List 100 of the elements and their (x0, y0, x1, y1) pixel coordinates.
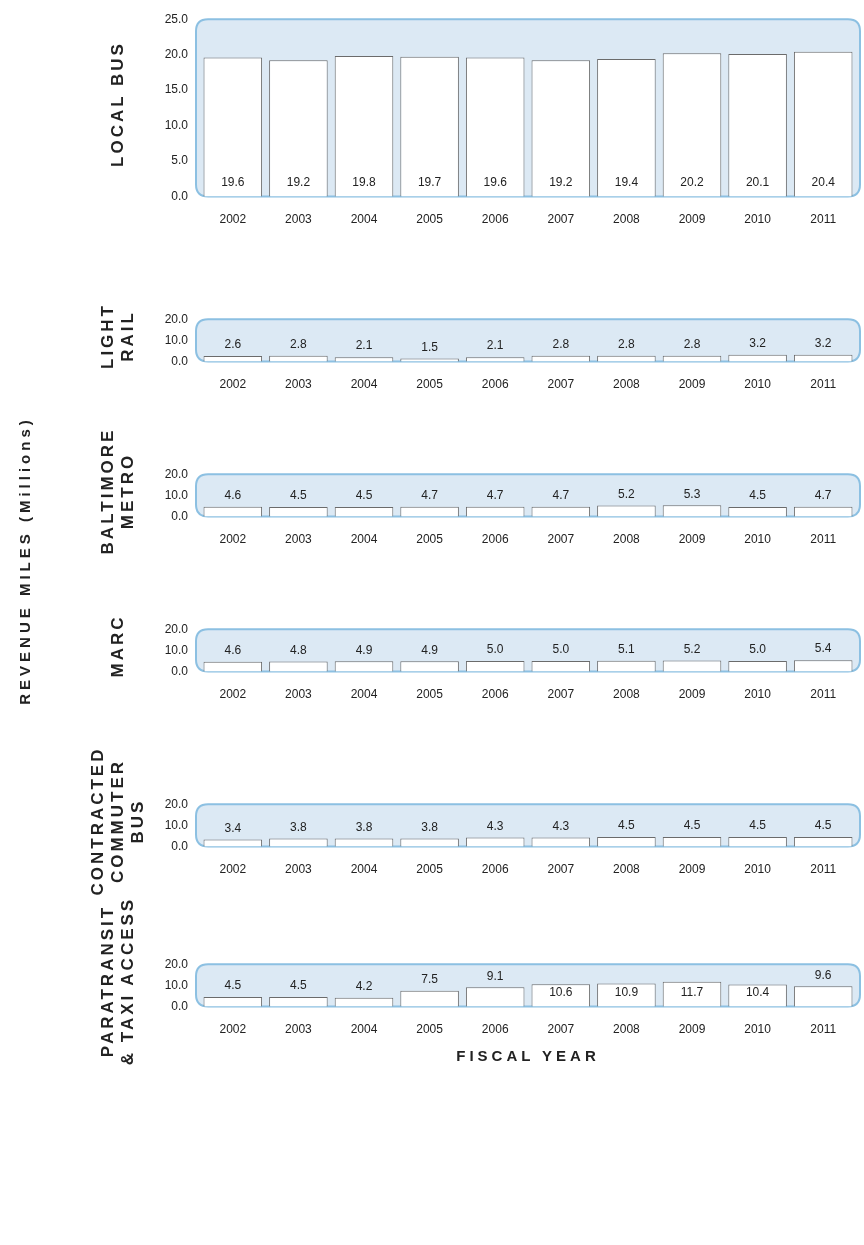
data-label: 20.1 (745, 174, 770, 189)
data-label: 4.7 (486, 487, 504, 502)
data-label: 9.1 (486, 968, 504, 983)
x-tick-label: 2010 (744, 687, 772, 702)
x-tick-label: 2005 (416, 377, 444, 392)
y-tick-label: 0.0 (171, 663, 189, 678)
x-tick-label: 2005 (416, 862, 444, 877)
x-tick-label: 2008 (613, 377, 641, 392)
x-tick-label: 2003 (285, 687, 313, 702)
text: REVENUE MILES (Millions) (15, 415, 33, 705)
x-tick-label: 2003 (285, 377, 313, 392)
x-tick-label: 2006 (481, 377, 509, 392)
x-tick-label: 2008 (613, 687, 641, 702)
data-label: 5.4 (814, 641, 832, 656)
y-tick-label: 10.0 (164, 642, 189, 657)
data-label: 19.2 (549, 174, 573, 189)
x-tick-label: 2011 (810, 532, 837, 547)
x-tick-label: 2007 (547, 862, 575, 877)
x-tick-label: 2006 (481, 687, 509, 702)
data-label: 20.2 (680, 174, 704, 189)
data-label: 2.8 (290, 336, 308, 351)
data-label: 5.2 (618, 486, 636, 501)
data-label: 5.3 (683, 486, 701, 501)
y-tick-label: 10.0 (164, 487, 189, 502)
data-label: 10.6 (549, 984, 573, 999)
data-label: 4.7 (814, 487, 832, 502)
x-tick-label: 2002 (219, 1022, 247, 1037)
x-tick-label: 2006 (481, 212, 509, 227)
y-tick-label: 10.0 (164, 977, 189, 992)
data-label: 4.7 (421, 487, 439, 502)
data-label: 5.0 (552, 642, 570, 657)
x-tick-label: 2008 (613, 212, 641, 227)
data-label: 19.4 (614, 174, 639, 189)
data-label: 4.9 (355, 642, 373, 657)
data-label: 4.3 (486, 818, 504, 833)
x-tick-label: 2009 (678, 687, 706, 702)
data-label: 3.4 (224, 820, 242, 835)
data-label: 2.8 (552, 336, 570, 351)
x-tick-label: 2002 (219, 212, 247, 227)
data-label: 5.0 (749, 642, 767, 657)
x-tick-label: 2009 (678, 1022, 706, 1037)
data-label: 2.8 (618, 336, 636, 351)
data-label: 4.5 (749, 818, 767, 833)
data-label: 2.1 (355, 338, 373, 353)
y-tick-label: 0.0 (171, 353, 189, 368)
y-tick-label: 0.0 (171, 188, 189, 203)
data-label: 19.2 (286, 174, 311, 189)
x-tick-label: 2003 (285, 862, 313, 877)
y-tick-label: 0.0 (171, 838, 189, 853)
x-tick-label: 2008 (613, 532, 641, 547)
y-tick-label: 10.0 (164, 332, 189, 347)
y-axis-title: MARC (107, 613, 128, 680)
data-label: 4.5 (814, 818, 832, 833)
data-label: 7.5 (421, 972, 439, 987)
x-tick-label: 2007 (547, 1022, 575, 1037)
x-tick-label: 2006 (481, 532, 509, 547)
data-label: 10.9 (614, 984, 639, 999)
y-axis-title: CONTRACTED COMMUTER BUS (87, 746, 147, 896)
y-tick-label: 10.0 (164, 817, 189, 832)
y-tick-label: 20.0 (164, 956, 189, 971)
data-label: 4.9 (421, 642, 439, 657)
x-tick-label: 2002 (219, 687, 247, 702)
data-label: 19.6 (221, 174, 245, 189)
data-label: 3.8 (290, 819, 308, 834)
y-axis-title: BALTIMORE METRO (97, 427, 138, 557)
data-label: 4.8 (290, 642, 308, 657)
data-label: 19.7 (417, 174, 442, 189)
data-label: 4.5 (290, 488, 308, 503)
data-label: 5.2 (683, 641, 701, 656)
y-tick-label: 15.0 (164, 82, 189, 97)
data-label: 4.3 (552, 818, 570, 833)
x-tick-label: 2011 (810, 687, 837, 702)
data-label: 4.5 (683, 818, 701, 833)
x-tick-label: 2009 (678, 532, 706, 547)
data-label: 4.5 (224, 978, 242, 993)
x-tick-label: 2004 (350, 532, 378, 547)
x-tick-label: 2009 (678, 377, 706, 392)
data-label: 4.5 (749, 488, 767, 503)
x-tick-label: 2010 (744, 377, 772, 392)
x-tick-label: 2008 (613, 862, 641, 877)
x-tick-label: 2011 (810, 862, 837, 877)
x-tick-label: 2004 (350, 862, 378, 877)
data-label: 3.2 (814, 336, 832, 351)
x-tick-label: 2010 (744, 1022, 772, 1037)
data-label: 1.5 (421, 339, 439, 354)
x-tick-label: 2007 (547, 687, 575, 702)
x-tick-label: 2002 (219, 377, 247, 392)
x-tick-label: 2009 (678, 212, 706, 227)
y-axis-title: PARATRANSIT & TAXI ACCESS (97, 897, 138, 1066)
y-tick-label: 10.0 (164, 117, 189, 132)
x-tick-label: 2003 (285, 1022, 313, 1037)
data-label: 2.8 (683, 336, 701, 351)
x-tick-label: 2005 (416, 212, 444, 227)
data-label: 3.8 (355, 819, 373, 834)
data-label: 2.1 (486, 338, 504, 353)
y-tick-label: 20.0 (164, 466, 189, 481)
x-tick-label: 2004 (350, 687, 378, 702)
x-tick-label: 2011 (810, 1022, 837, 1037)
data-label: 3.2 (749, 336, 767, 351)
y-tick-label: 0.0 (171, 508, 189, 523)
